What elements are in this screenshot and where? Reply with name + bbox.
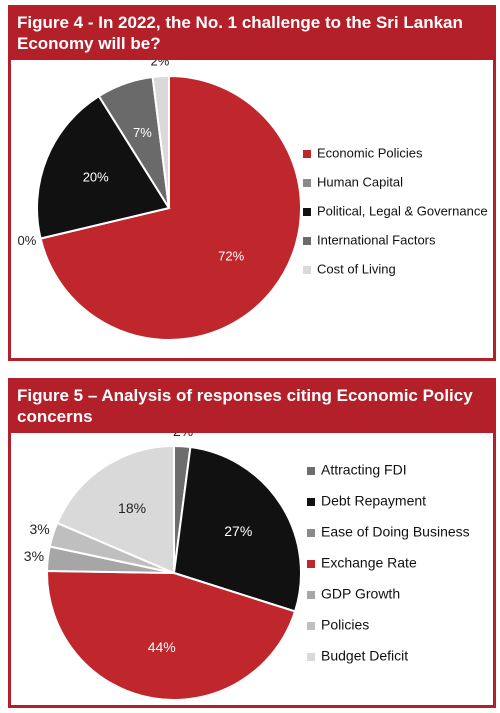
data-label: 3% bbox=[24, 548, 44, 564]
data-label: 20% bbox=[83, 169, 109, 184]
legend-swatch bbox=[303, 208, 311, 216]
legend-swatch bbox=[307, 529, 315, 537]
legend-label: Economic Policies bbox=[317, 145, 423, 160]
legend-label: Human Capital bbox=[317, 174, 403, 189]
figure-title: Figure 5 – Analysis of responses citing … bbox=[11, 381, 493, 433]
legend-label: Policies bbox=[321, 617, 369, 633]
legend-label: International Factors bbox=[317, 232, 436, 247]
legend-swatch bbox=[307, 653, 315, 661]
pie-slice bbox=[46, 569, 297, 701]
legend-label: Attracting FDI bbox=[321, 462, 407, 478]
legend-label: GDP Growth bbox=[321, 586, 400, 602]
legend-swatch bbox=[303, 150, 311, 158]
data-label: 2% bbox=[173, 433, 193, 439]
legend-label: Political, Legal & Governance bbox=[317, 203, 488, 218]
legend-swatch bbox=[307, 560, 315, 568]
figure-title: Figure 4 - In 2022, the No. 1 challenge … bbox=[11, 8, 493, 60]
data-label: 44% bbox=[148, 639, 176, 655]
legend-label: Budget Deficit bbox=[321, 648, 408, 664]
legend-swatch bbox=[303, 237, 311, 245]
data-label: 2% bbox=[151, 60, 170, 69]
legend-swatch bbox=[307, 622, 315, 630]
data-label: 3% bbox=[30, 521, 50, 537]
chart: 72% 0% 20% 7% 2% Economic Policies Human Capit… bbox=[18, 60, 488, 341]
pie-slice bbox=[39, 74, 302, 341]
legend-label: Debt Repayment bbox=[321, 493, 426, 509]
legend-label: Exchange Rate bbox=[321, 555, 417, 571]
data-label: 72% bbox=[218, 249, 244, 264]
figure-box: Figure 4 - In 2022, the No. 1 challenge … bbox=[8, 5, 496, 361]
pie-slice bbox=[151, 74, 170, 209]
legend-swatch bbox=[303, 266, 311, 274]
legend-swatch bbox=[307, 467, 315, 475]
data-label: 27% bbox=[224, 523, 252, 539]
legend-swatch bbox=[307, 591, 315, 599]
figure-box: Figure 5 – Analysis of responses citing … bbox=[8, 378, 496, 708]
legend-swatch bbox=[303, 179, 311, 187]
pie-slice bbox=[172, 445, 302, 613]
data-label: 7% bbox=[133, 125, 152, 140]
data-label: 0% bbox=[18, 233, 37, 248]
data-label: 18% bbox=[118, 500, 146, 516]
legend-label: Cost of Living bbox=[317, 261, 396, 276]
pie-slice bbox=[55, 444, 175, 575]
legend-label: Ease of Doing Business bbox=[321, 524, 470, 540]
chart: 2% 27% 44% 3% 3% 18% Attracting FDI Debt Repaym… bbox=[24, 433, 470, 701]
legend-swatch bbox=[307, 498, 315, 506]
pie-slice bbox=[36, 94, 171, 240]
